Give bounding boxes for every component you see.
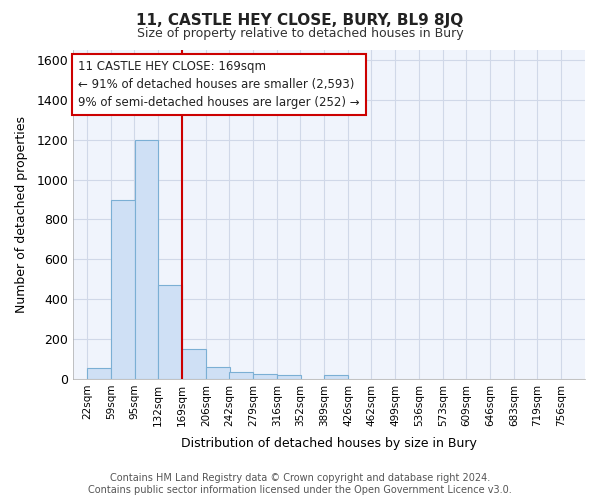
Text: Contains HM Land Registry data © Crown copyright and database right 2024.
Contai: Contains HM Land Registry data © Crown c… [88, 474, 512, 495]
Text: 11, CASTLE HEY CLOSE, BURY, BL9 8JQ: 11, CASTLE HEY CLOSE, BURY, BL9 8JQ [136, 12, 464, 28]
Bar [182, 349, 206, 379]
Y-axis label: Number of detached properties: Number of detached properties [15, 116, 28, 313]
X-axis label: Distribution of detached houses by size in Bury: Distribution of detached houses by size … [181, 437, 477, 450]
Text: Size of property relative to detached houses in Bury: Size of property relative to detached ho… [137, 28, 463, 40]
Bar [206, 367, 230, 379]
Bar [134, 140, 158, 379]
Bar [277, 375, 301, 379]
Text: 11 CASTLE HEY CLOSE: 169sqm
← 91% of detached houses are smaller (2,593)
9% of s: 11 CASTLE HEY CLOSE: 169sqm ← 91% of det… [78, 60, 360, 109]
Bar [253, 374, 277, 379]
Bar [88, 368, 111, 379]
Bar [158, 285, 182, 379]
Bar [112, 200, 135, 379]
Bar [229, 372, 253, 379]
Bar [325, 375, 348, 379]
